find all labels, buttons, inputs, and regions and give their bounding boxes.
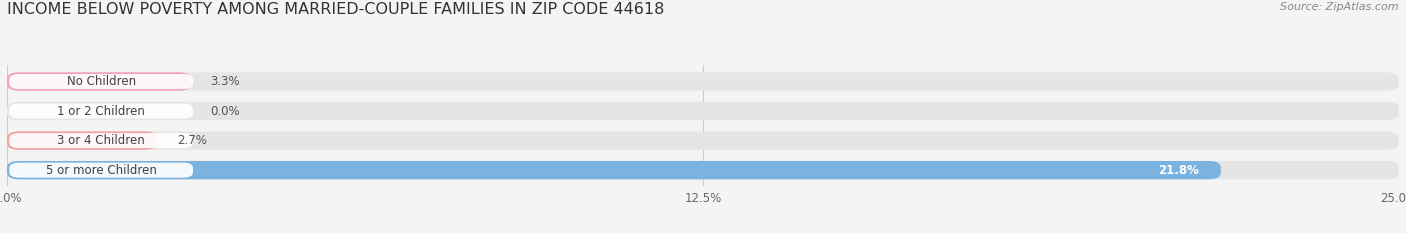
Text: Source: ZipAtlas.com: Source: ZipAtlas.com [1281, 2, 1399, 12]
Text: 0.0%: 0.0% [211, 105, 240, 117]
FancyBboxPatch shape [10, 133, 193, 148]
Text: 1 or 2 Children: 1 or 2 Children [58, 105, 145, 117]
Text: 21.8%: 21.8% [1157, 164, 1198, 177]
Text: 3.3%: 3.3% [211, 75, 240, 88]
FancyBboxPatch shape [7, 131, 1399, 150]
Text: INCOME BELOW POVERTY AMONG MARRIED-COUPLE FAMILIES IN ZIP CODE 44618: INCOME BELOW POVERTY AMONG MARRIED-COUPL… [7, 2, 665, 17]
FancyBboxPatch shape [10, 74, 193, 89]
Text: 5 or more Children: 5 or more Children [45, 164, 156, 177]
FancyBboxPatch shape [7, 102, 1399, 120]
FancyBboxPatch shape [7, 72, 1399, 91]
Text: No Children: No Children [66, 75, 136, 88]
Text: 3 or 4 Children: 3 or 4 Children [58, 134, 145, 147]
Text: 2.7%: 2.7% [177, 134, 207, 147]
FancyBboxPatch shape [10, 163, 193, 178]
FancyBboxPatch shape [7, 131, 157, 150]
FancyBboxPatch shape [7, 161, 1399, 179]
FancyBboxPatch shape [10, 103, 193, 119]
FancyBboxPatch shape [7, 161, 1220, 179]
FancyBboxPatch shape [7, 72, 191, 91]
